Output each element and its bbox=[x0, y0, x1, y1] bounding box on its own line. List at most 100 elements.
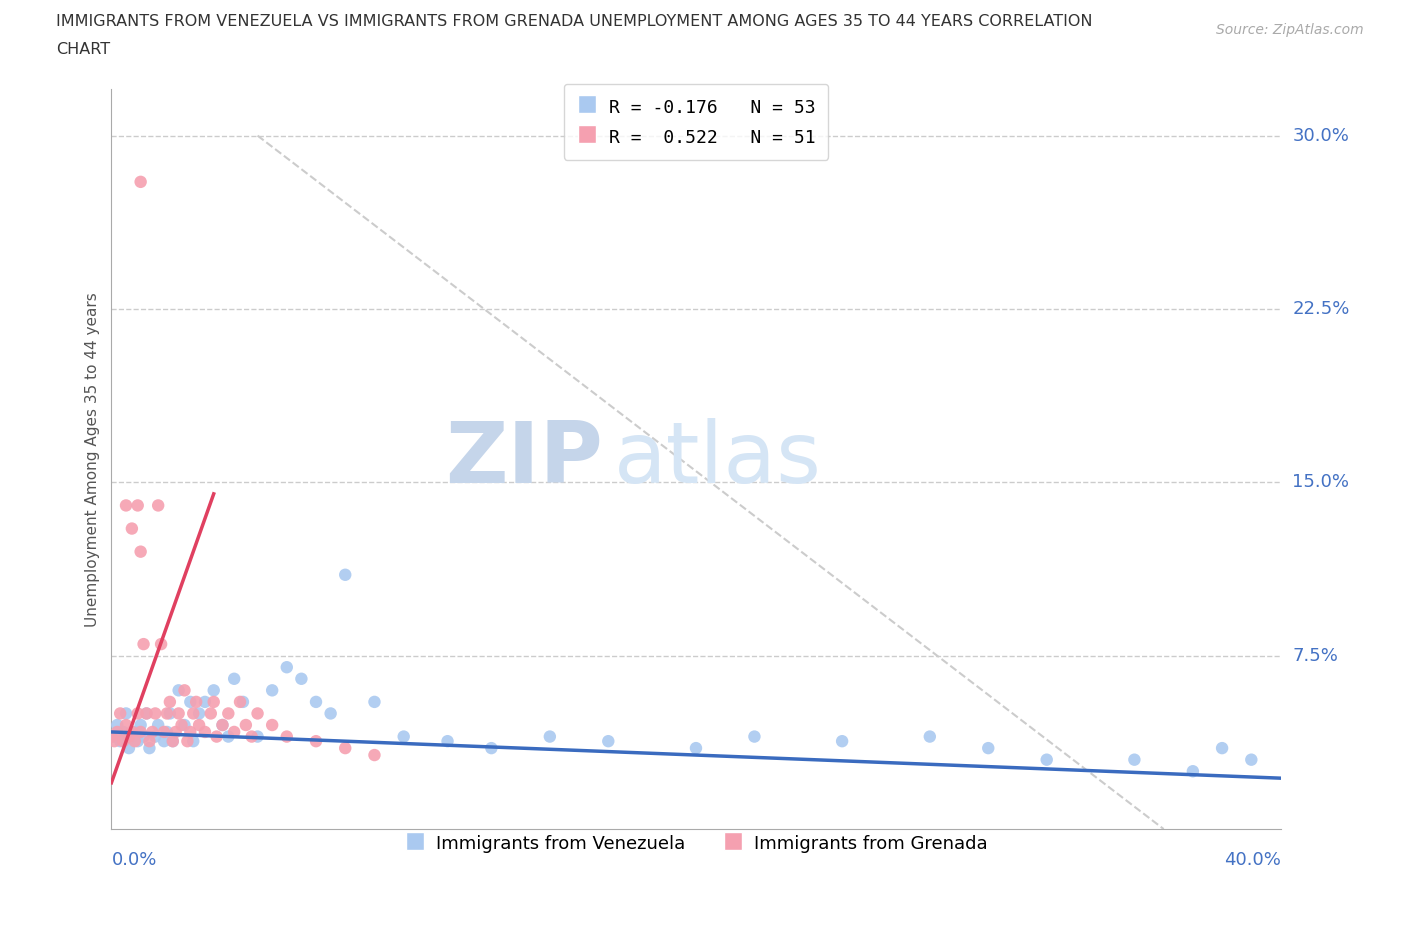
Point bbox=[1035, 752, 1057, 767]
Point bbox=[290, 671, 312, 686]
Point bbox=[153, 724, 176, 739]
Text: 40.0%: 40.0% bbox=[1223, 851, 1281, 870]
Point bbox=[127, 498, 149, 512]
Text: 7.5%: 7.5% bbox=[1292, 646, 1339, 665]
Point bbox=[156, 724, 179, 739]
Point bbox=[108, 734, 131, 749]
Point bbox=[181, 706, 204, 721]
Point bbox=[276, 729, 298, 744]
Point bbox=[170, 718, 193, 733]
Point bbox=[179, 695, 201, 710]
Point bbox=[135, 706, 157, 721]
Point bbox=[200, 706, 222, 721]
Point bbox=[165, 724, 187, 739]
Point bbox=[1123, 752, 1146, 767]
Point bbox=[112, 734, 135, 749]
Point bbox=[229, 695, 252, 710]
Point bbox=[188, 718, 211, 733]
Point bbox=[121, 724, 143, 739]
Point bbox=[138, 740, 160, 755]
Point bbox=[129, 718, 152, 733]
Point bbox=[246, 706, 269, 721]
Point bbox=[173, 683, 195, 698]
Point bbox=[127, 734, 149, 749]
Point bbox=[148, 718, 170, 733]
Point bbox=[118, 740, 141, 755]
Point bbox=[112, 724, 135, 739]
Point bbox=[121, 521, 143, 536]
Point bbox=[246, 729, 269, 744]
Point bbox=[211, 718, 233, 733]
Point bbox=[436, 734, 458, 749]
Point bbox=[176, 734, 198, 749]
Text: Source: ZipAtlas.com: Source: ZipAtlas.com bbox=[1216, 23, 1364, 37]
Text: IMMIGRANTS FROM VENEZUELA VS IMMIGRANTS FROM GRENADA UNEMPLOYMENT AMONG AGES 35 : IMMIGRANTS FROM VENEZUELA VS IMMIGRANTS … bbox=[56, 14, 1092, 29]
Point bbox=[1240, 752, 1263, 767]
Point bbox=[162, 734, 184, 749]
Text: 15.0%: 15.0% bbox=[1292, 473, 1350, 491]
Point bbox=[1211, 740, 1233, 755]
Point bbox=[148, 498, 170, 512]
Point bbox=[262, 718, 284, 733]
Point bbox=[156, 706, 179, 721]
Point bbox=[211, 718, 233, 733]
Point bbox=[276, 659, 298, 674]
Point bbox=[205, 729, 228, 744]
Point bbox=[479, 740, 502, 755]
Text: atlas: atlas bbox=[614, 418, 823, 500]
Point bbox=[129, 724, 152, 739]
Point bbox=[538, 729, 561, 744]
Text: CHART: CHART bbox=[56, 42, 110, 57]
Point bbox=[105, 724, 128, 739]
Point bbox=[188, 706, 211, 721]
Point bbox=[129, 175, 152, 190]
Point bbox=[202, 695, 225, 710]
Legend: Immigrants from Venezuela, Immigrants from Grenada: Immigrants from Venezuela, Immigrants fr… bbox=[394, 822, 998, 864]
Point bbox=[240, 729, 263, 744]
Y-axis label: Unemployment Among Ages 35 to 44 years: Unemployment Among Ages 35 to 44 years bbox=[86, 292, 100, 627]
Point bbox=[150, 637, 173, 652]
Point bbox=[685, 740, 707, 755]
Point bbox=[118, 729, 141, 744]
Point bbox=[224, 671, 246, 686]
Point bbox=[103, 729, 125, 744]
Point bbox=[124, 734, 146, 749]
Point bbox=[162, 734, 184, 749]
Text: ZIP: ZIP bbox=[444, 418, 602, 500]
Point bbox=[1181, 764, 1204, 778]
Point bbox=[181, 734, 204, 749]
Point bbox=[129, 544, 152, 559]
Point bbox=[186, 695, 208, 710]
Point bbox=[335, 740, 357, 755]
Point bbox=[363, 748, 385, 763]
Point bbox=[153, 734, 176, 749]
Point bbox=[167, 683, 190, 698]
Point bbox=[262, 683, 284, 698]
Text: 0.0%: 0.0% bbox=[111, 851, 157, 870]
Point bbox=[235, 718, 257, 733]
Point bbox=[105, 718, 128, 733]
Point bbox=[159, 695, 181, 710]
Point bbox=[108, 706, 131, 721]
Text: 30.0%: 30.0% bbox=[1292, 126, 1350, 145]
Point bbox=[202, 683, 225, 698]
Point bbox=[143, 729, 166, 744]
Text: 22.5%: 22.5% bbox=[1292, 300, 1350, 318]
Point bbox=[103, 734, 125, 749]
Point bbox=[138, 734, 160, 749]
Point bbox=[335, 567, 357, 582]
Point bbox=[115, 718, 138, 733]
Point bbox=[141, 724, 163, 739]
Point bbox=[224, 724, 246, 739]
Point bbox=[159, 706, 181, 721]
Point bbox=[132, 637, 155, 652]
Point bbox=[127, 706, 149, 721]
Point bbox=[143, 706, 166, 721]
Point bbox=[598, 734, 620, 749]
Point bbox=[305, 734, 328, 749]
Point bbox=[194, 724, 217, 739]
Point bbox=[115, 498, 138, 512]
Point bbox=[100, 729, 122, 744]
Point bbox=[217, 729, 239, 744]
Point bbox=[132, 729, 155, 744]
